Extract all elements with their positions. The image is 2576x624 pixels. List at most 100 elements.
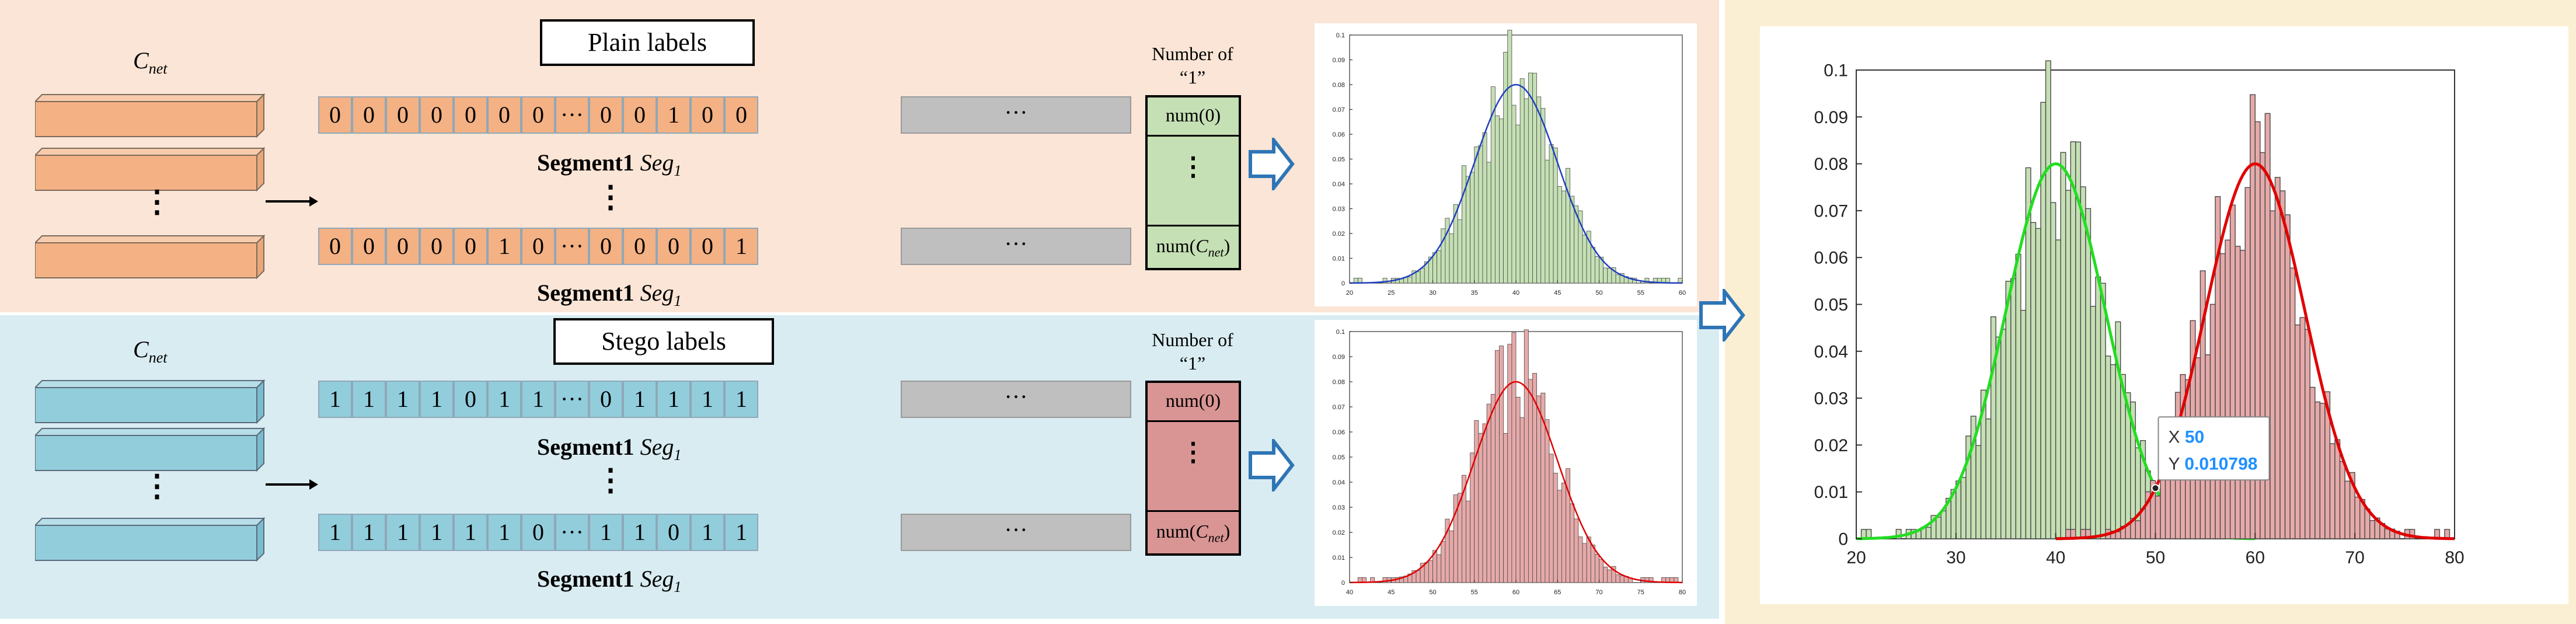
stego-row1-cell: 0 [589,381,623,418]
plain-labels-bar [1519,78,1525,284]
stego-labels-bar [2344,480,2351,539]
plain-block-3 [35,234,266,280]
stego-labels-bar [1519,417,1525,583]
stego-labels-bar [2155,496,2161,539]
stego-labels-bar [1478,433,1483,583]
stego-row-vdots: ⋮ [595,464,626,497]
plain-labels-bar [2090,306,2096,539]
y-tick-label: 0.01 [1333,255,1345,262]
stego-row1-cell: 0 [454,381,487,418]
plain-labels-bar [2030,222,2037,539]
stego-row1-cell: 1 [691,381,724,418]
stego-count-box: num(0) ⋮ num(Cnet) [1145,381,1241,556]
plain-labels-fit-curve [1350,83,1682,284]
stego-row1-cell: 1 [420,381,454,418]
plain-row2-cell: 0 [386,228,420,265]
plain-labels-bar [1507,30,1512,284]
stego-segment-label-1: Segment1 Seg1 [537,434,682,463]
plain-labels-bar [1557,186,1562,284]
plain-labels-bar [2085,208,2092,539]
stego-row2-cell: 1 [386,514,420,551]
y-tick-label: 0.04 [1333,181,1345,188]
stego-histogram: 40 45 50 55 60 65 70 75 80 0 0.01 0.02 0.03 0.04 0.05 0… [1333,329,1686,596]
y-tick-label: 0.1 [1336,32,1345,39]
plain-labels-bar [2040,102,2047,539]
plain-row1-cell: 0 [454,96,487,134]
plain-labels-bar [1975,445,1982,539]
y-tick-label: 0.07 [1814,201,1848,221]
plain-labels-bar [1553,147,1558,284]
plain-labels-bar [1940,510,1947,539]
y-tick-label: 0.07 [1333,106,1345,113]
stego-labels-bar [2309,386,2316,539]
stego-labels-bar [2339,461,2345,539]
plain-block-vdots: ⋮ [142,186,172,219]
plain-row1-cell: 0 [724,96,758,134]
stego-block-3 [35,517,266,562]
plain-block-1 [35,93,266,138]
y-tick-label: 0.02 [1333,529,1345,536]
stego-row1-remaining: ··· [901,381,1131,418]
stego-labels-bar [1615,574,1620,583]
y-tick-label: 0.05 [1333,454,1345,461]
datatip-x: X 50 [2169,427,2205,447]
plain-row2-cell: ··· [555,228,589,265]
plain-labels-bar [1990,316,1996,539]
plot-area [1856,69,2455,539]
datatip: X 50 Y 0.010798 [2157,416,2270,481]
datatip-y: Y 0.010798 [2169,454,2258,473]
plain-row2-cell: 0 [589,228,623,265]
stego-row1-cell: 1 [623,381,657,418]
stego-row1-cell: ··· [555,381,589,418]
x-tick-label: 25 [1388,290,1395,297]
stego-row2-cell: 1 [352,514,386,551]
plain-histogram-frame: 20 25 30 35 40 45 50 55 60 0 0.01 0.02 0.03 0.04 0.05 0… [1315,23,1697,306]
stego-labels-bar [2229,204,2236,539]
plain-labels-bar [2015,253,2021,539]
plain-row2-cell: 0 [691,228,724,265]
plain-row-vdots: ⋮ [595,181,626,214]
plain-row2-cell: 0 [623,228,657,265]
stego-row1-cell: 1 [657,381,691,418]
plain-labels-bar [1566,168,1571,284]
stego-row1-cell: 1 [352,381,386,418]
plain-row1-cell: 0 [589,96,623,134]
y-tick-label: 0 [1341,580,1345,587]
plain-segment-row-2: 0 0 0 0 0 1 0 ··· 0 0 0 0 1 [318,228,758,265]
y-tick-label: 0.09 [1814,108,1848,127]
stego-labels-bar [2409,529,2415,539]
plain-block-2 [35,147,266,192]
x-tick-label: 60 [1512,589,1519,596]
plain-segment-row-1: 0 0 0 0 0 0 0 ··· 0 0 1 0 0 [318,96,758,134]
y-tick-label: 0.02 [1814,436,1848,455]
plain-labels-bar [2050,202,2056,539]
stego-row2-cell: 1 [724,514,758,551]
y-tick-label: 0.08 [1814,155,1848,174]
plain-arrow-icon [266,196,318,207]
x-tick-label: 80 [2445,548,2464,567]
stego-arrow-icon [266,479,318,490]
stego-labels-bar [1607,569,1612,583]
plain-cnet-label: Cnet [133,47,168,77]
stego-labels-bar [2294,324,2300,539]
stego-labels-bar [1494,350,1500,583]
stego-labels-fit-curve [2055,162,2455,541]
y-tick-label: 0.08 [1333,379,1345,386]
stego-labels-bar [1474,420,1479,583]
stego-row2-cell: 1 [487,514,521,551]
stego-labels-bar [1574,518,1579,583]
x-tick-label: 70 [2345,548,2364,567]
y-tick-label: 0.05 [1333,156,1345,163]
stego-row2-cell: 1 [318,514,352,551]
stego-labels-bar [2270,210,2276,539]
x-tick-label: 50 [1429,589,1436,596]
plain-labels-bar [1925,527,1932,539]
plain-row1-cell: 0 [318,96,352,134]
y-tick-label: 0.07 [1333,404,1345,411]
plain-labels-bar [1935,517,1941,539]
stego-labels-bar [2240,250,2246,539]
plain-row1-remaining: ··· [901,96,1131,134]
stego-labels-bar [1515,396,1521,583]
stego-labels-bar [1482,423,1487,583]
x-tick-label: 50 [1595,290,1602,297]
